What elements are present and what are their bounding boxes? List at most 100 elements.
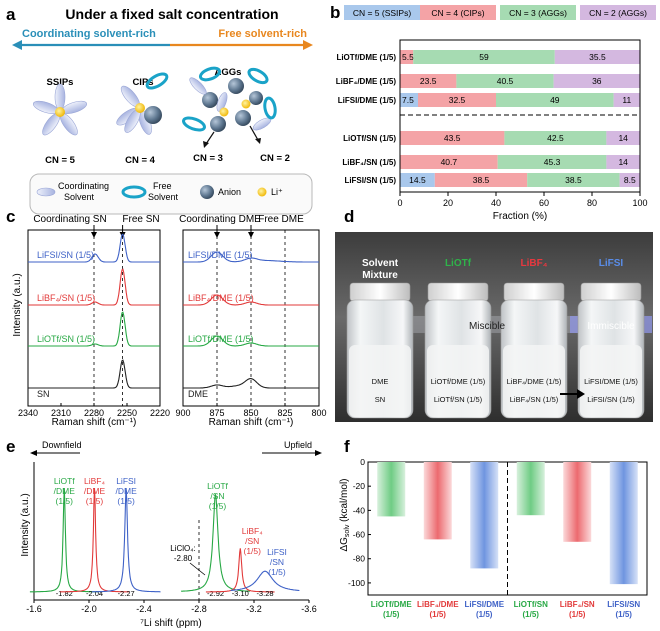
reference-label: LiClO₄: — [170, 544, 196, 553]
spectrum-label: LiOTf/DME (1/5) — [188, 334, 254, 344]
reference-arrow — [189, 562, 206, 576]
vial-top-label-2: Mixture — [362, 270, 398, 281]
spectrum-line — [28, 311, 160, 347]
spectrum-label: LiOTf/SN (1/5) — [37, 334, 95, 344]
vial-bottom-label-2: LiOTf/SN (1/5) — [434, 395, 483, 404]
nmr-peak — [230, 570, 300, 592]
legend-label-3: CN = 2 (AGGs) — [589, 8, 647, 18]
cn5-label: CN = 5 — [45, 155, 76, 166]
bar-segment — [496, 93, 614, 107]
raman-ylabel: Intensity (a.u.) — [12, 273, 23, 336]
raman-sn-xlabel: Raman shift (cm⁻¹) — [52, 417, 137, 428]
dg-ylabel: ΔGsolv (kcal/mol) — [339, 478, 351, 551]
arrow-left-label: Coordinating solvent-rich — [22, 28, 156, 40]
spectrum-line — [183, 335, 319, 347]
bar-segment — [613, 93, 640, 107]
panel-e: e Downfield Upfield Intensity (a.u.) LiO… — [6, 437, 322, 629]
direction-arrow — [12, 40, 313, 50]
legend-swatch-0 — [344, 5, 420, 20]
spectrum-line — [28, 268, 160, 306]
category-label: (1/5) — [616, 610, 633, 619]
panel-b-bars: LiOTf/DME (1/5) 5.5 59 35.5 LiBF₄/DME (1/5) 2… — [336, 50, 640, 187]
bar-segment — [400, 173, 435, 187]
vial-bottom-label-2: LiFSI/SN (1/5) — [587, 395, 635, 404]
panel-letter-c: c — [6, 207, 15, 226]
vial-cap — [427, 282, 489, 302]
y-tick-label: -80 — [353, 554, 366, 564]
bar-value-label: 40.5 — [497, 76, 514, 86]
vial-top-label: LiFSI — [599, 258, 624, 269]
peak-value-label: -1.82 — [56, 589, 73, 598]
category-label: LiOTf/SN (1/5) — [343, 134, 396, 143]
cluster-label-ssips: SSIPs — [47, 77, 74, 88]
x-tick-label: -2.4 — [136, 604, 152, 614]
x-axis-label: Fraction (%) — [493, 211, 547, 222]
legend-free: Free — [153, 181, 172, 191]
peak-value-label: -2.92 — [207, 589, 224, 598]
peak-label: (1/5) — [86, 496, 104, 506]
bar-value-label: 43.5 — [444, 133, 461, 143]
category-label: LiBF₄/DME — [417, 600, 459, 609]
legend-coordinating-2: Solvent — [64, 192, 95, 202]
peak-label: LiBF₄ — [84, 476, 105, 486]
x-tick-label: -3.6 — [301, 604, 317, 614]
energy-bar — [423, 462, 452, 540]
peak-label: (1/5) — [56, 496, 74, 506]
bar-value-label: 49 — [550, 95, 560, 105]
x-tick-label: 40 — [491, 198, 501, 208]
x-tick-label: -2.8 — [191, 604, 207, 614]
nmr-ylabel: Intensity (a.u.) — [20, 493, 31, 556]
x-tick-label: 60 — [539, 198, 549, 208]
spectrum-label: LiBF₄/SN (1/5) — [37, 293, 95, 303]
plot-frame — [399, 39, 641, 193]
legend-swatch-1 — [420, 5, 496, 20]
x-tick-label: 850 — [243, 408, 258, 418]
arrow-right-label: Free solvent-rich — [218, 28, 307, 40]
vial-bottom-label-1: LiBF₄/DME (1/5) — [507, 377, 562, 386]
peak-label: /SN — [210, 491, 224, 501]
bar-segment — [400, 93, 418, 107]
cn3-label: CN = 3 — [193, 153, 223, 164]
raman-dme-xlabel: Raman shift (cm⁻¹) — [209, 417, 294, 428]
peak-value-label: -2.04 — [86, 589, 103, 598]
bar-segment — [527, 173, 620, 187]
peak-label: /SN — [245, 536, 259, 546]
bar-segment — [413, 50, 555, 64]
spectrum-label: LiFSI/SN (1/5) — [37, 250, 94, 260]
bar-segment — [497, 155, 607, 169]
bar-value-label: 40.7 — [441, 157, 458, 167]
x-tick-label: 875 — [209, 408, 224, 418]
vial-top-label: Solvent — [362, 258, 399, 269]
nmr-xlabel: ⁷Li shift (ppm) — [140, 618, 201, 629]
peak-value-label: -2.27 — [118, 589, 135, 598]
category-label: (1/5) — [569, 610, 586, 619]
x-tick-label: 0 — [397, 198, 402, 208]
nmr-peak — [60, 487, 129, 593]
immiscible-label: Immiscible — [587, 321, 635, 332]
category-label: LiFSI/SN (1/5) — [344, 176, 396, 185]
bar-value-label: 14.5 — [409, 175, 426, 185]
x-tick-label: -1.6 — [26, 604, 42, 614]
x-tick-label: 20 — [443, 198, 453, 208]
bar-value-label: 38.5 — [473, 175, 490, 185]
legend-coordinating: Coordinating — [58, 181, 109, 191]
legend-label-0: CN = 5 (SSIPs) — [353, 8, 412, 18]
vial-top-label: LiBF₄ — [521, 258, 548, 269]
cip-cluster-icon — [116, 72, 169, 135]
vial-cap — [503, 282, 565, 302]
downfield-label: Downfield — [42, 440, 82, 450]
panel-b: b CN = 5 (SSIPs) CN = 4 (CIPs) CN = 3 (AGG… — [330, 3, 656, 222]
category-label: (1/5) — [523, 610, 540, 619]
x-tick-label: 100 — [632, 198, 647, 208]
nmr-plot: LiOTf/DME(1/5)-1.82LiBF₄/DME(1/5)-2.04Li… — [26, 462, 317, 614]
energy-bar — [470, 462, 499, 569]
bar-segment — [606, 155, 640, 169]
category-label: (1/5) — [476, 610, 493, 619]
bar-value-label: 7.5 — [402, 95, 414, 105]
bar-value-label: 32.5 — [449, 95, 466, 105]
spectrum-label: SN — [37, 389, 50, 399]
x-tick-label: -2.0 — [81, 604, 97, 614]
legend-free-2: Solvent — [148, 192, 179, 202]
category-label: LiOTf/DME (1/5) — [336, 53, 396, 62]
